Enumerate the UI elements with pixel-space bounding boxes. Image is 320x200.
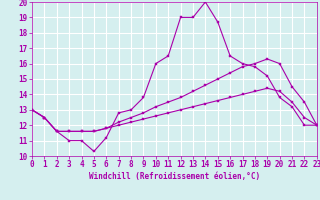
X-axis label: Windchill (Refroidissement éolien,°C): Windchill (Refroidissement éolien,°C) (89, 172, 260, 181)
